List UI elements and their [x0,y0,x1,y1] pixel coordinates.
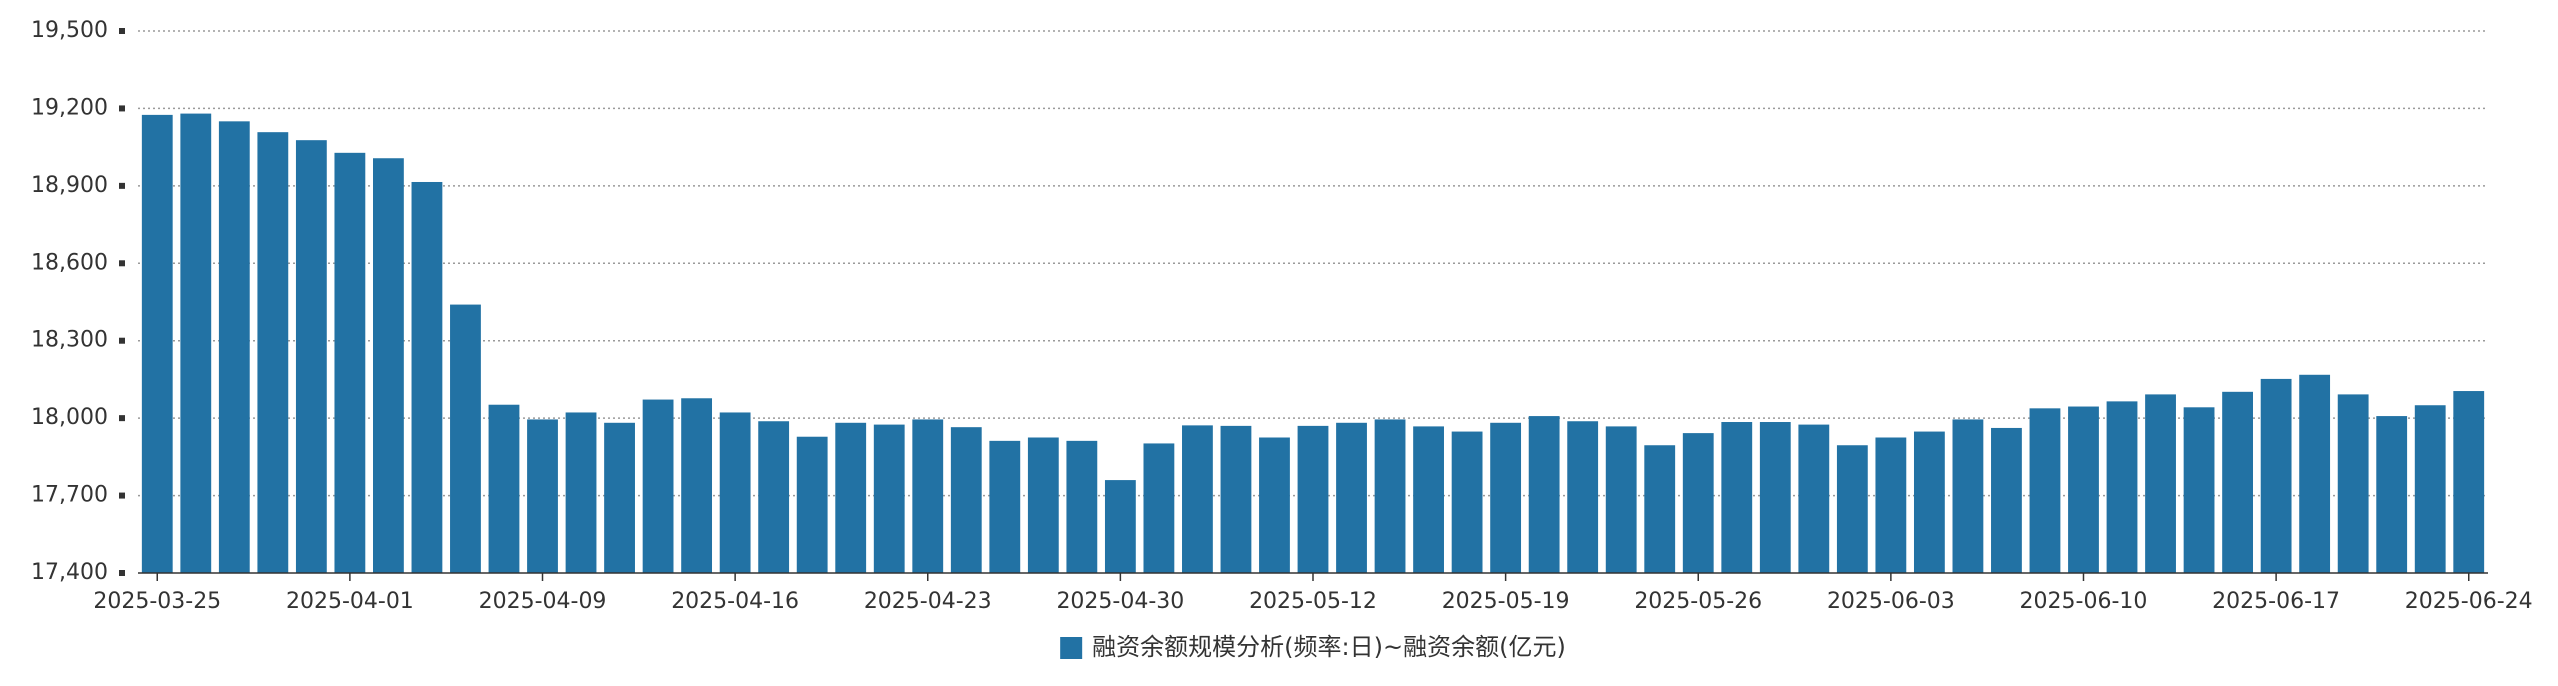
bar[interactable] [1605,426,1637,573]
y-tick-mark [119,182,125,189]
bar[interactable] [2145,394,2176,573]
bar[interactable] [989,440,1021,573]
bar[interactable] [2260,378,2292,573]
bar[interactable] [1336,422,1367,573]
bar[interactable] [1798,424,1830,573]
x-tick-label: 2025-03-25 [93,589,221,614]
bar[interactable] [1528,416,1560,573]
bar[interactable] [1451,431,1483,573]
x-axis: 2025-03-25 2025-04-01 2025-04-09 2025-04-16… [93,573,2533,614]
legend-swatch [1060,637,1083,659]
bar[interactable] [873,424,905,573]
x-tick-label: 2025-06-10 [2020,589,2148,614]
bar[interactable] [1413,426,1444,573]
y-tick-label: 18,300 [31,328,108,353]
bar[interactable] [1143,443,1175,573]
x-tick-label: 2025-04-30 [1056,589,1184,614]
bar[interactable] [1259,437,1290,574]
bar[interactable] [180,113,212,573]
y-tick-label: 19,200 [31,95,108,120]
y-tick-mark [119,28,125,34]
bar[interactable] [2453,391,2485,573]
bar[interactable] [2414,405,2446,573]
x-tick-label: 2025-04-09 [479,589,607,614]
y-tick-mark [119,105,125,112]
y-tick-label: 18,000 [31,405,108,430]
bar[interactable] [488,404,520,573]
bar[interactable] [1952,419,1984,573]
bar[interactable] [835,422,867,573]
bar[interactable] [1644,445,1676,573]
y-tick-label: 17,400 [31,560,108,585]
bar[interactable] [2106,401,2138,573]
y-tick-mark [119,415,125,422]
bar[interactable] [2299,374,2331,573]
y-tick-mark [119,260,125,267]
bar[interactable] [1759,422,1791,573]
bar[interactable] [218,121,250,573]
bar[interactable] [681,398,713,573]
bar[interactable] [141,114,173,573]
bar[interactable] [1490,422,1522,573]
bar[interactable] [1104,480,1136,573]
bar[interactable] [1913,431,1945,573]
bar[interactable] [411,181,443,573]
bar[interactable] [796,436,828,573]
bar[interactable] [1567,421,1599,573]
x-tick-label: 2025-06-17 [2212,589,2340,614]
bar[interactable] [295,140,327,573]
y-tick-mark [119,337,125,344]
x-tick-label: 2025-05-26 [1634,589,1762,614]
bar[interactable] [1066,440,1098,573]
bar[interactable] [758,421,790,573]
y-tick-mark [119,570,125,576]
y-tick-mark [119,492,125,499]
legend-label: 融资余额规模分析(频率:日)~融资余额(亿元) [1092,633,1566,661]
bar[interactable] [1991,427,2022,573]
y-axis: 17,400 17,700 18,000 18,300 18,600 18,900 19,2… [31,18,125,585]
x-tick-label: 2025-05-12 [1249,589,1377,614]
x-tick-label: 2025-06-24 [2405,589,2533,614]
bar[interactable] [565,412,597,573]
bar[interactable] [334,152,366,573]
bar[interactable] [450,304,481,573]
y-tick-label: 18,600 [31,250,108,275]
bar[interactable] [2183,407,2215,573]
x-tick-label: 2025-05-19 [1442,589,1570,614]
bar[interactable] [642,399,674,573]
bar[interactable] [2222,391,2253,573]
bar[interactable] [1682,433,1714,573]
bar[interactable] [1374,419,1406,573]
bar[interactable] [2337,394,2369,573]
bar[interactable] [1875,437,1907,574]
x-tick-label: 2025-04-01 [286,589,414,614]
y-tick-label: 17,700 [31,483,108,508]
bar[interactable] [1220,425,1252,573]
y-tick-label: 19,500 [31,18,108,43]
bar[interactable] [2068,406,2099,573]
y-tick-label: 18,900 [31,173,108,198]
bar[interactable] [2029,408,2061,573]
bar[interactable] [719,412,751,573]
x-tick-label: 2025-04-23 [864,589,992,614]
x-tick-label: 2025-04-16 [671,589,799,614]
bar[interactable] [373,158,404,573]
bar[interactable] [1836,445,1868,573]
bar-series [141,113,2485,574]
bar[interactable] [257,132,289,573]
bar[interactable] [527,419,558,573]
bar[interactable] [2376,416,2408,573]
bar[interactable] [604,422,635,573]
legend[interactable]: 融资余额规模分析(频率:日)~融资余额(亿元) [1060,633,1566,661]
grid-lines [138,30,2488,497]
bar[interactable] [1027,437,1059,574]
bar[interactable] [1182,425,1213,573]
bar[interactable] [950,427,982,573]
bar[interactable] [912,419,944,573]
bar[interactable] [1297,425,1329,573]
x-tick-label: 2025-06-03 [1827,589,1955,614]
bar[interactable] [1721,422,1753,573]
